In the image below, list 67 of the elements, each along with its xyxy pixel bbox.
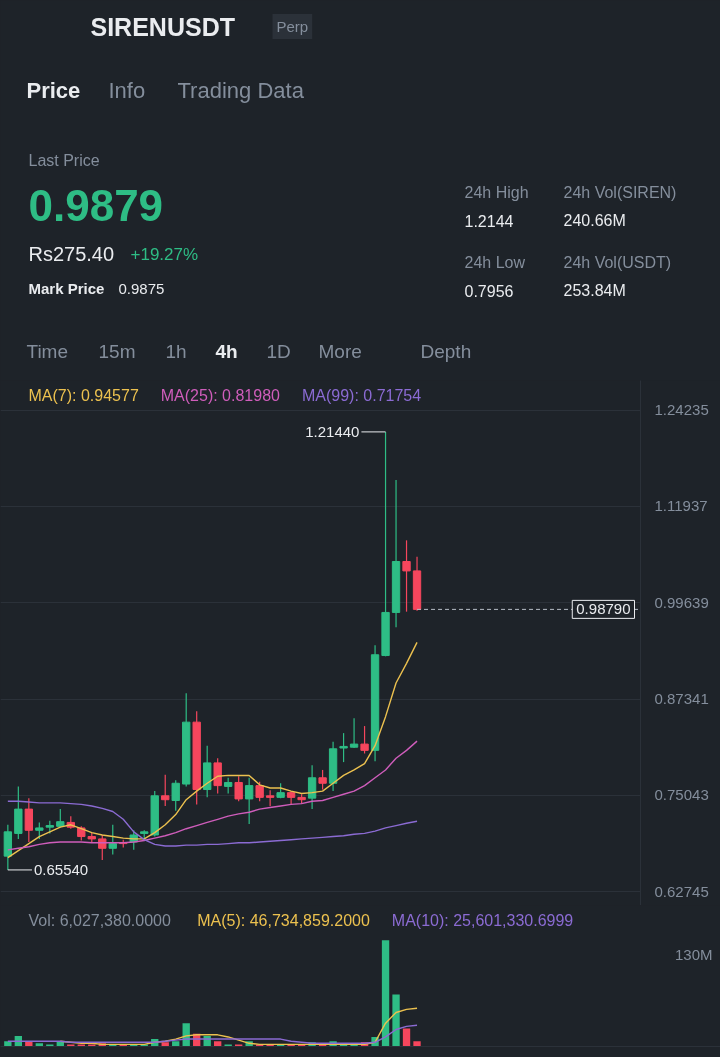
- text: 0.9875: [118, 279, 165, 297]
- candlestick: [213, 757, 222, 795]
- text: 253.84M: [563, 282, 626, 299]
- candlestick: [244, 777, 254, 825]
- candlestick: [108, 824, 117, 856]
- text: 15m: [98, 341, 136, 362]
- bar: [214, 1041, 222, 1047]
- text: 24h Vol(SIREN): [563, 184, 677, 201]
- text: Info: [108, 78, 146, 103]
- text: 240.66M: [563, 212, 626, 229]
- annotation: 0.65540: [33, 860, 89, 878]
- y-tick-label: 0.75043: [654, 786, 709, 804]
- text: SIRENUSDT: [90, 12, 235, 41]
- bar: [413, 1041, 421, 1047]
- text: MA(99): 0.71754: [301, 387, 422, 404]
- text: Last Price: [28, 152, 100, 169]
- text: Rs275.40: [28, 242, 115, 265]
- text: 1D: [266, 341, 291, 362]
- text: MA(10): 25,601,330.6999: [391, 912, 574, 929]
- y-tick-label: 0.62745: [654, 882, 709, 900]
- text: 24h Low: [464, 254, 526, 271]
- candlestick: [349, 717, 359, 749]
- text: 1h: [165, 341, 187, 362]
- text: 1.2144: [464, 212, 514, 230]
- text: 0.7956: [464, 282, 514, 300]
- line-series: [7, 800, 418, 847]
- ref-line-label: 0.98790: [576, 600, 631, 618]
- text: Depth: [420, 341, 472, 362]
- annotation: 1.21440: [305, 422, 360, 440]
- candlestick: [255, 781, 264, 802]
- text: 0.9879: [28, 181, 164, 230]
- candlestick: [360, 725, 369, 755]
- candlestick: [24, 797, 33, 843]
- text: Price: [26, 78, 81, 103]
- text: MA(7): 0.94577: [28, 387, 139, 404]
- text: MA(25): 0.81980: [160, 387, 281, 404]
- text: More: [318, 341, 362, 362]
- candlestick: [339, 732, 348, 763]
- bar: [381, 940, 390, 1047]
- text: Mark Price: [28, 280, 105, 297]
- bar: [402, 1028, 411, 1047]
- text: 130M: [674, 946, 713, 963]
- bar: [392, 994, 400, 1047]
- text: 24h High: [464, 184, 529, 201]
- y-tick-label: 1.24235: [654, 401, 709, 418]
- candlestick: [161, 774, 170, 807]
- text: Perp: [276, 18, 309, 35]
- bar: [161, 1042, 169, 1047]
- candlestick: [234, 775, 243, 802]
- y-tick-label: 0.99639: [654, 593, 709, 611]
- text: MA(5): 46,734,859.2000: [197, 912, 370, 929]
- text: Trading Data: [177, 78, 305, 103]
- candlestick: [307, 764, 317, 810]
- text: 4h: [215, 341, 238, 362]
- bar: [172, 1041, 180, 1047]
- text: +19.27%: [130, 245, 199, 264]
- candlestick: [265, 789, 275, 807]
- candlestick: [318, 769, 327, 791]
- text: 24h Vol(USDT): [563, 254, 672, 271]
- bar: [4, 1041, 12, 1047]
- candlestick: [402, 539, 411, 613]
- y-tick-label: 1.11937: [654, 497, 708, 515]
- bar: [35, 1043, 43, 1047]
- chart-title: Vol: 6,027,380.0000: [28, 912, 171, 929]
- text: Time: [26, 341, 69, 362]
- candlestick: [171, 779, 180, 812]
- y-tick-label: 0.87341: [654, 690, 709, 708]
